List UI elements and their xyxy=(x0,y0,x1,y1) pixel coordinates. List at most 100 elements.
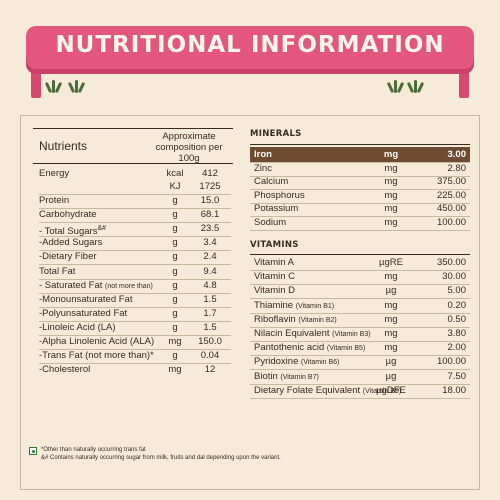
row-unit: g xyxy=(172,308,178,319)
row-name: Nilacin Equivalent (Vitamin B3) xyxy=(254,328,371,339)
row-note: (Vitamin B6) xyxy=(301,359,340,367)
row-unit: mg xyxy=(384,342,398,354)
row-unit: mg xyxy=(384,328,398,339)
table-row: Sodium mg 100.00 xyxy=(254,217,468,229)
row-unit: mg xyxy=(384,216,398,228)
banner-title: NUTRITIONAL INFORMATION xyxy=(55,32,445,58)
row-name: -Monounsaturated Fat xyxy=(39,294,133,305)
row-divider xyxy=(250,369,470,371)
row-value: 2.4 xyxy=(203,251,217,262)
row-value: 3.4 xyxy=(203,237,217,248)
row-name: Pantothenic acid (Vitamin B5) xyxy=(254,342,366,354)
table-row: Total Fat g 9.4 xyxy=(39,266,231,279)
row-unit: mg xyxy=(384,313,398,325)
row-value: 7.50 xyxy=(447,370,467,382)
footnote-1: *Other than naturally occurring trans fa… xyxy=(41,447,146,453)
table-row: -Trans Fat (not more than)* g 0.04 xyxy=(39,350,231,363)
row-divider xyxy=(250,202,470,204)
row-divider xyxy=(250,216,470,217)
row-note: (Vitamin B2) xyxy=(298,316,337,324)
row-value: 100.00 xyxy=(436,356,466,368)
table-row: Iron mg 3.00 xyxy=(254,149,468,161)
table-row: Vitamin D µg 5.00 xyxy=(254,285,468,297)
row-unit: g xyxy=(172,223,178,234)
row-divider xyxy=(250,355,470,357)
row-value: 30.00 xyxy=(442,271,466,283)
nutrients-header: Nutrients Approximate composition per 10… xyxy=(33,128,233,164)
row-name: -Alpha Linolenic Acid (ALA) xyxy=(39,336,155,347)
table-row: Biotin (Vitamin B7) µg 7.50 xyxy=(254,371,468,383)
row-divider xyxy=(250,397,470,399)
row-unit: g xyxy=(172,251,178,262)
nutrition-card: Nutrients Approximate composition per 10… xyxy=(20,115,480,490)
minerals-rule xyxy=(250,144,470,145)
table-row: -Cholesterol mg 12 xyxy=(39,364,231,377)
row-superscript: &# xyxy=(97,225,107,232)
table-row: - Total Sugars&# g 23.5 xyxy=(39,223,231,238)
row-value: 3.00 xyxy=(447,149,467,160)
row-value: 3.80 xyxy=(447,328,467,339)
table-row: -Dietary Fiber g 2.4 xyxy=(39,251,231,264)
row-value: 100.00 xyxy=(436,216,466,228)
row-value: 23.5 xyxy=(200,223,220,234)
table-row: -Linoleic Acid (LA) g 1.5 xyxy=(39,322,231,335)
grass-icon xyxy=(67,80,86,94)
row-value: 412 xyxy=(202,168,218,179)
row-divider xyxy=(39,363,231,364)
row-value: 9.4 xyxy=(203,266,217,277)
row-unit: KJ xyxy=(169,181,181,192)
table-row: Carbohydrate g 68.1 xyxy=(39,209,231,222)
row-divider xyxy=(39,321,231,322)
row-name: -Polyunsaturated Fat xyxy=(39,308,128,319)
row-name: Pyridoxine (Vitamin B6) xyxy=(254,356,340,368)
row-value: 350.00 xyxy=(436,257,466,268)
row-value: 225.00 xyxy=(436,189,466,201)
row-unit: mg xyxy=(384,176,398,187)
row-unit: mg xyxy=(384,162,398,174)
table-row: Potassium mg 450.00 xyxy=(254,203,468,215)
row-name: Vitamin D xyxy=(254,285,296,297)
row-divider xyxy=(39,335,231,336)
table-row: Pyridoxine (Vitamin B6) µg 100.00 xyxy=(254,356,468,368)
row-divider xyxy=(39,208,231,209)
row-name: Vitamin C xyxy=(254,271,296,283)
row-name: Energy xyxy=(39,168,70,179)
row-divider xyxy=(250,326,470,328)
vitamins-title: VITAMINS xyxy=(250,240,299,250)
table-row: Vitamin C mg 30.00 xyxy=(254,271,468,283)
row-unit: g xyxy=(172,237,178,248)
row-value: 1.7 xyxy=(203,308,217,319)
row-unit: µg xyxy=(385,285,397,297)
row-unit: kcal xyxy=(166,168,184,179)
row-unit: g xyxy=(172,280,178,291)
row-unit: mg xyxy=(168,336,182,347)
row-name: Sodium xyxy=(254,216,287,228)
row-name: Vitamin A xyxy=(254,257,294,268)
row-name: - Total Sugars&# xyxy=(39,225,107,238)
grass-icon xyxy=(406,80,425,94)
row-value: 68.1 xyxy=(200,209,220,220)
row-divider xyxy=(250,383,470,385)
row-name: -Cholesterol xyxy=(39,364,91,375)
row-name: Total Fat xyxy=(39,266,76,277)
table-row: - Saturated Fat (not more than) g 4.8 xyxy=(39,280,231,293)
row-unit: mg xyxy=(168,364,182,375)
row-name: Biotin (Vitamin B7) xyxy=(254,370,319,382)
row-divider xyxy=(39,250,231,251)
veg-mark-icon xyxy=(29,447,37,455)
row-name: Riboflavin (Vitamin B2) xyxy=(254,313,337,325)
row-divider xyxy=(39,307,231,308)
row-value: 0.50 xyxy=(447,313,467,325)
table-row: Riboflavin (Vitamin B2) mg 0.50 xyxy=(254,314,468,326)
row-divider xyxy=(39,222,231,223)
row-unit: g xyxy=(172,209,178,220)
row-name: -Linoleic Acid (LA) xyxy=(39,322,116,333)
row-name: Carbohydrate xyxy=(39,209,97,220)
row-unit: mg xyxy=(384,271,398,283)
row-name: Thiamine (Vitamin B1) xyxy=(254,299,335,311)
nutrients-column-label: Nutrients xyxy=(39,139,88,153)
row-name: Zinc xyxy=(254,162,272,174)
row-divider xyxy=(250,270,470,271)
table-row: Calcium mg 375.00 xyxy=(254,176,468,188)
row-note: (not more than) xyxy=(105,283,153,290)
